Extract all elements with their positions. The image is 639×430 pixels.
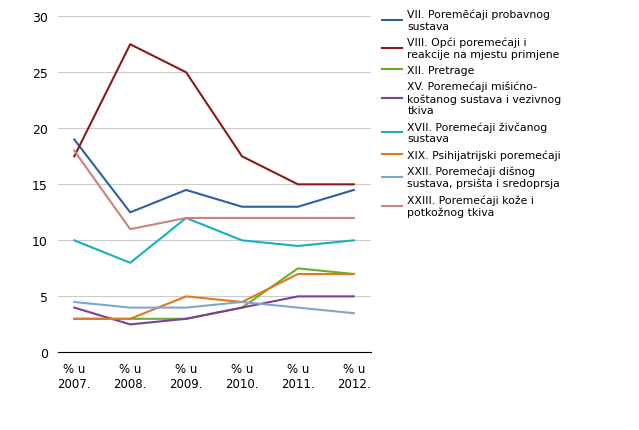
Line: XII. Pretrage: XII. Pretrage [74,269,354,319]
XXIII. Poremećaji kože i
potkožnog tkiva [70,149,78,154]
VIII. Opći poremećaji i
reakcije na mjestu primjene [182,71,190,76]
XIX. Psihijatrijski poremećaji [294,272,302,277]
XXII. Poremećaji dišnog
sustava, prsišta i sredoprsja [70,300,78,305]
Line: VII. Poremēćaji probavnog
sustava: VII. Poremēćaji probavnog sustava [74,140,354,213]
XVII. Poremećaji živčanog
sustava [294,244,302,249]
Line: XXIII. Poremećaji kože i
potkožnog tkiva: XXIII. Poremećaji kože i potkožnog tkiva [74,151,354,230]
XXII. Poremećaji dišnog
sustava, prsišta i sredoprsja [294,305,302,310]
XVII. Poremećaji živčanog
sustava [70,238,78,243]
XXIII. Poremećaji kože i
potkožnog tkiva [127,227,134,232]
XIX. Psihijatrijski poremećaji [350,272,358,277]
VIII. Opći poremećaji i
reakcije na mjestu primjene [238,154,246,160]
XVII. Poremećaji živčanog
sustava [127,261,134,266]
XV. Poremećaji mišićno-
koštanog sustava i vezivnog
tkiva [182,316,190,322]
VII. Poremēćaji probavnog
sustava [182,188,190,193]
XIX. Psihijatrijski poremećaji [127,316,134,322]
XXIII. Poremećaji kože i
potkožnog tkiva [350,216,358,221]
XXIII. Poremećaji kože i
potkožnog tkiva [294,216,302,221]
XII. Pretrage [294,266,302,271]
XXII. Poremećaji dišnog
sustava, prsišta i sredoprsja [127,305,134,310]
XII. Pretrage [182,316,190,322]
XV. Poremećaji mišićno-
koštanog sustava i vezivnog
tkiva [127,322,134,327]
XXIII. Poremećaji kože i
potkožnog tkiva [238,216,246,221]
XII. Pretrage [70,316,78,322]
XVII. Poremećaji živčanog
sustava [238,238,246,243]
VII. Poremēćaji probavnog
sustava [127,210,134,215]
Line: XXII. Poremećaji dišnog
sustava, prsišta i sredoprsja: XXII. Poremećaji dišnog sustava, prsišta… [74,302,354,313]
VII. Poremēćaji probavnog
sustava [350,188,358,193]
XV. Poremećaji mišićno-
koštanog sustava i vezivnog
tkiva [70,305,78,310]
XIX. Psihijatrijski poremećaji [70,316,78,322]
Legend: VII. Poremēćaji probavnog
sustava, VIII. Opći poremećaji i
reakcije na mjestu pr: VII. Poremēćaji probavnog sustava, VIII.… [382,10,562,218]
XIX. Psihijatrijski poremećaji [238,300,246,305]
Line: VIII. Opći poremećaji i
reakcije na mjestu primjene: VIII. Opći poremećaji i reakcije na mjes… [74,45,354,185]
XXII. Poremećaji dišnog
sustava, prsišta i sredoprsja [182,305,190,310]
XIX. Psihijatrijski poremećaji [182,294,190,299]
Line: XVII. Poremećaji živčanog
sustava: XVII. Poremećaji živčanog sustava [74,218,354,263]
VII. Poremēćaji probavnog
sustava [238,205,246,210]
VIII. Opći poremećaji i
reakcije na mjestu primjene [350,182,358,187]
VII. Poremēćaji probavnog
sustava [70,138,78,143]
XXII. Poremećaji dišnog
sustava, prsišta i sredoprsja [350,311,358,316]
XVII. Poremećaji živčanog
sustava [182,216,190,221]
XV. Poremećaji mišićno-
koštanog sustava i vezivnog
tkiva [294,294,302,299]
XII. Pretrage [238,305,246,310]
Line: XIX. Psihijatrijski poremećaji: XIX. Psihijatrijski poremećaji [74,274,354,319]
VIII. Opći poremećaji i
reakcije na mjestu primjene [70,154,78,160]
XV. Poremećaji mišićno-
koštanog sustava i vezivnog
tkiva [238,305,246,310]
XV. Poremećaji mišićno-
koštanog sustava i vezivnog
tkiva [350,294,358,299]
XVII. Poremećaji živčanog
sustava [350,238,358,243]
VIII. Opći poremećaji i
reakcije na mjestu primjene [294,182,302,187]
VIII. Opći poremećaji i
reakcije na mjestu primjene [127,43,134,48]
XXIII. Poremećaji kože i
potkožnog tkiva [182,216,190,221]
Line: XV. Poremećaji mišićno-
koštanog sustava i vezivnog
tkiva: XV. Poremećaji mišićno- koštanog sustava… [74,297,354,325]
XII. Pretrage [127,316,134,322]
VII. Poremēćaji probavnog
sustava [294,205,302,210]
XXII. Poremećaji dišnog
sustava, prsišta i sredoprsja [238,300,246,305]
XII. Pretrage [350,272,358,277]
